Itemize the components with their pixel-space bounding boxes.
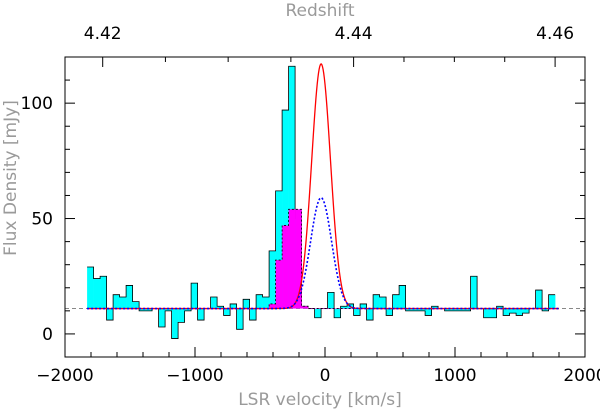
observed-spectrum-bar	[516, 308, 523, 316]
component-spectrum-bar	[321, 308, 328, 310]
observed-spectrum-bar	[503, 308, 510, 316]
observed-spectrum-bar	[158, 308, 166, 327]
observed-spectrum-bar	[548, 294, 556, 309]
observed-spectrum-bar	[386, 308, 393, 316]
total-fit-curve	[87, 63, 559, 310]
observed-spectrum-bar	[457, 308, 465, 311]
component-spectrum-bar	[282, 225, 289, 309]
observed-spectrum-bar	[360, 303, 367, 309]
component-spectrum-bar	[269, 303, 276, 309]
top-tick-label: 4.42	[84, 24, 122, 44]
observed-spectrum-bar	[93, 278, 101, 309]
observed-spectrum-bar	[145, 308, 153, 311]
observed-spectrum-bar	[340, 306, 348, 309]
observed-spectrum-bar	[217, 306, 224, 309]
component-spectrum-bar	[301, 306, 309, 309]
observed-spectrum-bar	[373, 294, 380, 309]
observed-spectrum-bar	[379, 297, 387, 309]
y-axis-title: Flux Density [mJy]	[1, 100, 21, 256]
observed-spectrum-bar	[256, 294, 263, 309]
component-spectrum-bar	[340, 308, 348, 310]
x-tick-label: −1000	[166, 366, 224, 386]
observed-spectrum-bar	[230, 303, 237, 309]
observed-spectrum-bar	[249, 308, 257, 321]
top-axis-title: Redshift	[285, 1, 354, 21]
observed-spectrum-bar	[405, 308, 413, 311]
observed-spectrum-bar	[282, 110, 289, 309]
observed-spectrum-bar	[431, 306, 439, 309]
observed-spectrum-bar	[184, 308, 192, 311]
observed-spectrum-bar	[509, 308, 517, 314]
observed-spectrum-bar	[269, 250, 276, 309]
x-tick-label: 2000	[563, 366, 600, 386]
observed-spectrum-bar	[171, 308, 179, 339]
observed-spectrum-bar	[100, 276, 107, 309]
component-spectrum-bar	[308, 308, 315, 310]
component-spectrum-bar	[327, 308, 335, 310]
top-tick-label: 4.44	[335, 24, 373, 44]
observed-spectrum-bar	[165, 308, 172, 311]
observed-spectrum-bar	[425, 308, 432, 316]
component-spectrum-bar	[295, 209, 302, 309]
observed-spectrum-bar	[288, 66, 296, 309]
observed-spectrum-bar	[522, 308, 530, 314]
observed-spectrum-bar	[132, 301, 140, 309]
component-spectrum-bar	[275, 260, 283, 309]
x-axis-title: LSR velocity [km/s]	[238, 390, 402, 410]
y-tick-label: 100	[21, 94, 53, 114]
observed-spectrum-bar	[392, 294, 400, 309]
observed-spectrum-bar	[353, 308, 361, 316]
observed-spectrum-bar	[366, 308, 374, 321]
observed-spectrum-bar	[496, 306, 504, 309]
observed-spectrum-bar	[223, 308, 231, 316]
y-tick-label: 0	[42, 325, 53, 345]
x-tick-label: −2000	[36, 366, 94, 386]
observed-spectrum-bar	[464, 308, 471, 311]
observed-spectrum-bar	[444, 308, 452, 311]
observed-spectrum-bar	[275, 190, 283, 309]
y-tick-label: 50	[31, 210, 53, 230]
observed-spectrum-bar	[178, 308, 185, 323]
observed-spectrum-bar	[87, 267, 94, 309]
observed-spectrum-bar	[451, 308, 458, 311]
component-spectrum-bar	[288, 209, 296, 309]
top-tick-label: 4.46	[536, 24, 574, 44]
observed-spectrum-bar	[210, 297, 218, 309]
observed-spectrum-bar	[126, 285, 133, 309]
observed-spectrum-bar	[334, 308, 341, 318]
observed-spectrum-bar	[483, 308, 491, 318]
observed-spectrum-bar	[418, 308, 426, 311]
observed-spectrum-bar	[197, 308, 205, 321]
observed-spectrum-bar	[236, 308, 244, 330]
observed-spectrum-bar	[314, 308, 322, 318]
observed-spectrum-bar	[139, 308, 146, 311]
observed-spectrum-bar	[262, 297, 270, 309]
observed-spectrum-bar	[106, 308, 114, 321]
observed-spectrum-bar	[327, 292, 335, 309]
observed-spectrum-bar	[542, 308, 549, 311]
observed-spectrum-bar	[412, 308, 419, 311]
observed-spectrum-bar	[470, 276, 478, 309]
observed-spectrum-bar	[490, 308, 497, 318]
x-tick-label: 1000	[433, 366, 476, 386]
observed-spectrum-bar	[119, 297, 127, 309]
observed-spectrum-bar	[535, 290, 543, 309]
observed-spectrum-bar	[399, 285, 406, 309]
observed-spectrum-bar	[113, 294, 120, 309]
observed-spectrum-bar	[191, 283, 198, 309]
observed-spectrum-bar	[243, 299, 250, 309]
x-tick-label: 0	[320, 366, 331, 386]
